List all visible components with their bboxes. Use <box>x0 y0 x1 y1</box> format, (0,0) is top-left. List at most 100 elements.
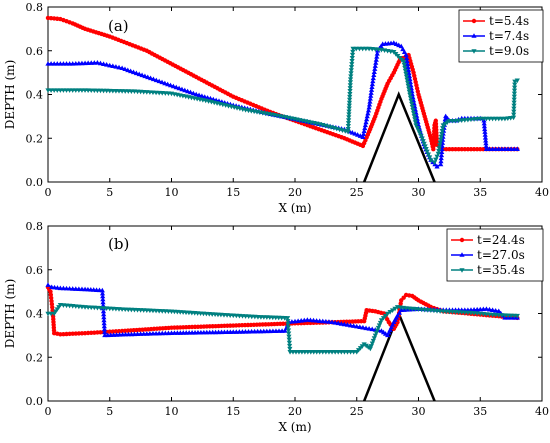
series-point <box>101 317 107 323</box>
x-tick-label: 40 <box>535 186 549 199</box>
series-point <box>349 52 356 58</box>
series-point <box>153 77 159 83</box>
series-point <box>167 82 174 88</box>
series-point <box>412 117 418 122</box>
series-point <box>405 64 411 70</box>
series-point <box>349 129 355 135</box>
series-point <box>176 85 182 91</box>
series-point <box>409 88 415 94</box>
series-point <box>474 146 480 152</box>
series-point <box>512 82 518 88</box>
series-point <box>347 97 353 103</box>
series-point <box>438 134 444 140</box>
series-point <box>372 63 378 68</box>
series-point <box>404 77 410 83</box>
series-point <box>332 319 338 325</box>
series-point <box>439 129 445 134</box>
series-point <box>162 80 168 86</box>
x-tick-label: 35 <box>473 405 487 418</box>
series-point <box>368 87 375 92</box>
series-point <box>427 155 433 161</box>
legend-label: t=24.4s <box>477 233 525 247</box>
series-point <box>338 321 344 326</box>
series-point <box>511 109 517 115</box>
series-point <box>412 120 419 125</box>
series-point <box>400 46 406 52</box>
series-point <box>362 125 368 131</box>
legend: t=24.4st=27.0st=35.4s <box>446 228 544 282</box>
series-point <box>423 146 429 152</box>
series-point <box>285 325 291 330</box>
series-point <box>403 74 410 80</box>
series-point <box>483 143 489 149</box>
series-point <box>357 133 363 138</box>
series-point <box>329 319 335 325</box>
series-point <box>360 134 366 139</box>
series-point <box>110 63 116 68</box>
series-point <box>94 59 100 65</box>
series-point <box>344 322 351 327</box>
series-point <box>347 80 354 85</box>
series-point <box>119 65 125 71</box>
series-point <box>402 65 408 71</box>
series-point <box>193 91 199 97</box>
series-point <box>366 101 373 107</box>
series-point <box>382 313 389 319</box>
series-point <box>514 146 520 151</box>
series-line <box>47 17 518 150</box>
series-point <box>373 57 379 62</box>
series-point <box>459 146 464 152</box>
panel-label: (a) <box>108 17 129 35</box>
series-point <box>360 131 367 137</box>
series-point <box>347 91 353 97</box>
series-point <box>102 329 108 335</box>
series-point <box>122 66 128 72</box>
series-point <box>447 146 452 152</box>
series-point <box>363 325 369 331</box>
series-point <box>440 126 446 131</box>
series-point <box>511 112 517 118</box>
series-point <box>125 67 131 73</box>
series-point <box>385 332 391 338</box>
x-tick-label: 35 <box>473 186 487 199</box>
series-point <box>349 59 355 64</box>
panel-a: 0 5 10 15 20 25 30 35 40 0.0 0.2 0.4 0.6 0.8 X (m) DEPT… <box>3 1 549 215</box>
series-point <box>510 115 517 121</box>
series-point <box>284 316 291 321</box>
series-point <box>101 311 107 317</box>
series-point <box>100 293 106 299</box>
series-point <box>370 78 376 84</box>
series-point <box>425 152 431 158</box>
series-point <box>369 326 375 332</box>
x-tick-label: 30 <box>412 186 426 199</box>
series-point <box>347 83 353 88</box>
series-point <box>368 93 374 98</box>
x-tick-label: 25 <box>350 186 364 199</box>
y-tick-label: 0.4 <box>26 89 44 102</box>
series-point <box>372 66 378 71</box>
series-point <box>439 131 445 137</box>
series-point <box>409 104 415 110</box>
y-tick-label: 0.8 <box>26 220 44 233</box>
series-point <box>369 81 375 87</box>
series-point <box>70 331 75 336</box>
series-point <box>511 103 517 109</box>
series-point <box>101 320 107 326</box>
x-tick-label: 40 <box>535 405 549 418</box>
series-point <box>436 146 442 151</box>
legend-label: t=35.4s <box>477 263 525 277</box>
series-point <box>101 314 107 320</box>
series-point <box>136 71 142 77</box>
y-tick-label: 0.8 <box>26 1 44 14</box>
series-point <box>435 151 441 157</box>
series-point <box>366 104 372 110</box>
series-point <box>404 58 410 63</box>
series-point <box>99 287 105 293</box>
series-point <box>205 95 211 100</box>
series-point <box>187 89 194 95</box>
series-point <box>179 86 185 92</box>
x-tick-label: 5 <box>106 186 113 199</box>
series-point <box>286 340 292 346</box>
series-point <box>347 77 354 82</box>
series-point <box>101 326 108 332</box>
